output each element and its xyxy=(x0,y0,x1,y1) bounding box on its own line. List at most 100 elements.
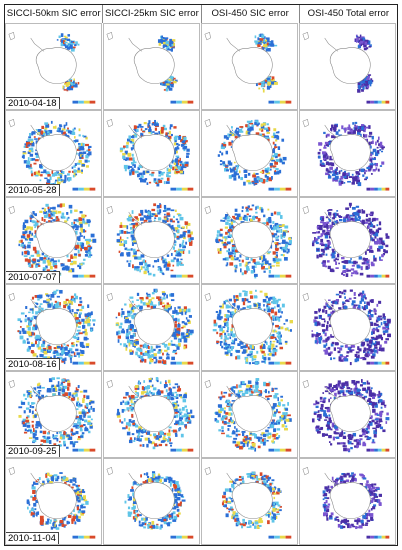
sea-ice-cell xyxy=(60,215,65,218)
sea-ice-cell xyxy=(82,321,85,325)
sea-ice-cell xyxy=(116,414,121,418)
map-panel xyxy=(299,197,396,284)
sea-ice-cell xyxy=(68,348,73,351)
sea-ice-cell xyxy=(372,342,375,346)
sea-ice-cell xyxy=(49,350,51,353)
sea-ice-cell xyxy=(256,436,260,440)
sea-ice-cell xyxy=(315,405,319,409)
sea-ice-cell xyxy=(374,241,379,245)
sea-ice-cell xyxy=(231,333,236,338)
sea-ice-cell xyxy=(219,163,223,166)
sea-ice-cell xyxy=(246,213,249,216)
sea-ice-cell xyxy=(253,389,256,394)
sea-ice-cell xyxy=(28,437,33,439)
sea-ice-cell xyxy=(77,81,80,85)
sea-ice-cell xyxy=(273,251,276,255)
sea-ice-cell xyxy=(332,300,335,304)
sea-ice-cell xyxy=(375,428,377,432)
sea-ice-cell xyxy=(132,248,136,253)
sea-ice-cell xyxy=(175,218,179,221)
map-row: 2010-04-18 xyxy=(5,23,397,110)
sea-ice-cell xyxy=(251,265,255,269)
sea-ice-cell xyxy=(126,400,130,403)
sea-ice-cell xyxy=(353,270,356,273)
sea-ice-cell xyxy=(55,478,59,482)
sea-ice-cell xyxy=(174,135,179,138)
sea-ice-cell xyxy=(276,332,280,335)
sea-ice-cell xyxy=(185,333,189,336)
sea-ice-cell xyxy=(343,174,347,179)
sea-ice-cell xyxy=(327,265,331,270)
sea-ice-cell xyxy=(368,421,372,424)
sea-ice-cell xyxy=(325,310,328,314)
sea-ice-cell xyxy=(273,128,277,132)
sea-ice-cell xyxy=(270,165,272,168)
sea-ice-cell xyxy=(78,332,80,335)
sea-ice-cell xyxy=(28,167,33,170)
sea-ice-cell xyxy=(245,256,249,260)
sea-ice-cell xyxy=(331,387,334,390)
sea-ice-cell xyxy=(251,362,255,364)
sea-ice-cell xyxy=(217,313,221,317)
sea-ice-cell xyxy=(87,304,90,309)
sea-ice-cell xyxy=(365,314,370,318)
sea-ice-cell xyxy=(385,328,389,331)
sea-ice-cell xyxy=(63,125,66,129)
sea-ice-cell xyxy=(380,336,384,341)
sea-ice-cell xyxy=(61,216,66,219)
sea-ice-cell xyxy=(215,240,219,243)
colorbar-segment xyxy=(72,187,79,191)
sea-ice-cell xyxy=(250,390,253,393)
sea-ice-cell xyxy=(316,414,321,418)
sea-ice-cell xyxy=(86,412,89,414)
sea-ice-cell xyxy=(33,327,38,331)
sea-ice-cell xyxy=(44,255,48,258)
sea-ice-cell xyxy=(258,304,261,307)
sea-ice-cell xyxy=(75,348,79,352)
sea-ice-cell xyxy=(74,299,76,303)
sea-ice-cell xyxy=(143,352,148,356)
sea-ice-cell xyxy=(43,356,48,360)
sea-ice-cell xyxy=(254,266,257,268)
sea-ice-cell xyxy=(46,478,50,481)
sea-ice-cell xyxy=(66,46,71,50)
sea-ice-cell xyxy=(75,317,79,321)
sea-ice-cell xyxy=(19,320,23,323)
sea-ice-cell xyxy=(373,434,377,438)
sea-ice-cell xyxy=(272,329,275,333)
sea-ice-cell xyxy=(367,264,370,267)
sea-ice-cell xyxy=(278,158,281,162)
sea-ice-cell xyxy=(315,337,318,342)
sea-ice-cell xyxy=(176,213,181,215)
sea-ice-cell xyxy=(276,302,279,305)
sea-ice-cell xyxy=(149,361,152,365)
sea-ice-cell xyxy=(276,317,280,320)
sea-ice-cell xyxy=(270,43,273,47)
sea-ice-cell xyxy=(224,165,229,167)
sea-ice-cell xyxy=(185,414,189,418)
sea-ice-cell xyxy=(27,391,31,396)
sea-ice-cell xyxy=(57,259,60,263)
sea-ice-cell xyxy=(167,44,169,46)
sea-ice-cell xyxy=(170,225,173,228)
sea-ice-cell xyxy=(287,248,290,253)
colorbar-segment xyxy=(176,274,182,278)
sea-ice-cell xyxy=(330,334,332,338)
sea-ice-cell xyxy=(344,296,346,299)
colorbar-segment xyxy=(268,361,275,365)
sea-ice-cell xyxy=(156,435,159,439)
sea-ice-cell xyxy=(233,177,237,181)
sea-ice-cell xyxy=(237,433,241,436)
sea-ice-cell xyxy=(21,328,25,332)
sea-ice-cell xyxy=(144,268,149,271)
sea-ice-cell xyxy=(221,432,225,435)
sea-ice-cell xyxy=(271,135,274,138)
sea-ice-cell xyxy=(230,221,233,225)
sea-ice-cell xyxy=(232,440,237,444)
colorbar-segment xyxy=(274,361,280,365)
sea-ice-cell xyxy=(170,444,173,447)
sea-ice-cell xyxy=(275,239,279,241)
sea-ice-cell xyxy=(139,444,142,447)
sea-ice-cell xyxy=(26,237,30,240)
sea-ice-cell xyxy=(335,169,338,172)
